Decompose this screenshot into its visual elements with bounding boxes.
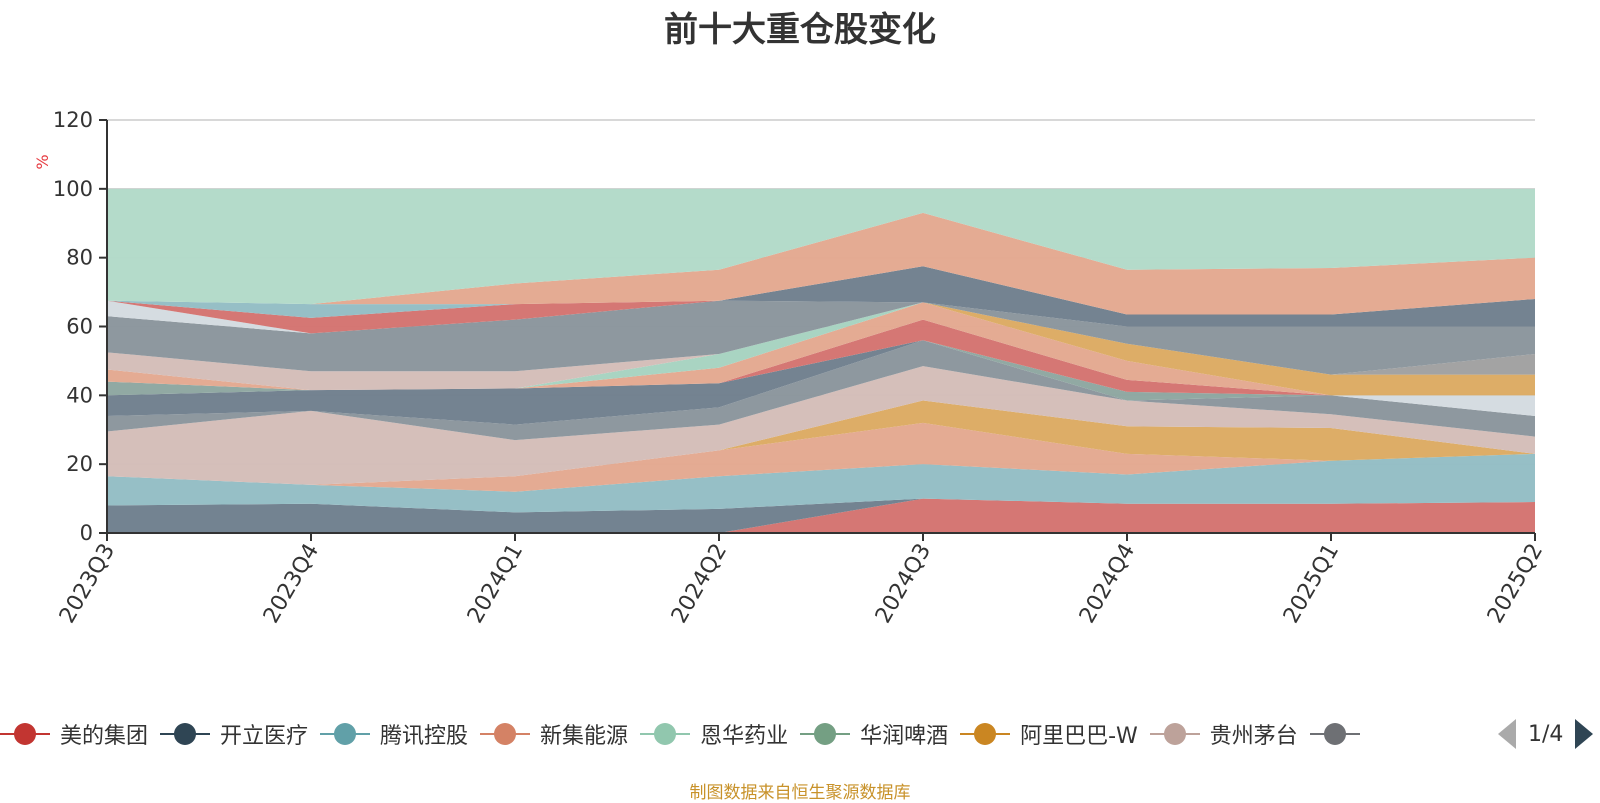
legend-item-1[interactable]: 开立医疗 [160, 718, 308, 750]
area-band-11 [107, 319, 1535, 396]
stacked-areas [107, 188, 1535, 533]
area-band-23 [107, 212, 1535, 315]
legend-label: 新集能源 [540, 724, 629, 749]
y-tick-label-5: 100 [53, 177, 93, 201]
legend-marker-icon [1149, 721, 1200, 747]
legend-label: 恩华药业 [700, 724, 789, 749]
x-tick-label-6: 2025Q1 [1279, 540, 1344, 628]
area-band-18 [107, 300, 1535, 375]
legend[interactable]: 美的集团 开立医疗 腾讯控股 新集能源 恩华药业 华润啤酒 阿里巴巴-W 贵州茅台 [0, 714, 1480, 754]
legend-pager[interactable]: 1/4 [1498, 718, 1598, 750]
y-tick-label-1: 20 [66, 452, 93, 476]
legend-item-6[interactable]: 阿里巴巴-W [960, 718, 1138, 750]
area-band-4 [107, 400, 1535, 485]
area-band-17 [107, 302, 1535, 391]
x-tick-label-4: 2024Q3 [871, 540, 936, 628]
legend-marker-icon [1309, 721, 1360, 747]
x-tick-label-5: 2024Q4 [1075, 540, 1140, 628]
legend-label: 开立医疗 [220, 724, 309, 749]
chart-title: 前十大重仓股变化 [664, 10, 936, 50]
legend-marker-icon [960, 721, 1011, 747]
area-band-22 [107, 266, 1535, 318]
legend-label: 腾讯控股 [380, 724, 469, 749]
area-band-12 [107, 302, 1535, 396]
area-band-3 [107, 422, 1535, 492]
legend-label: 华润啤酒 [860, 724, 949, 749]
legend-item-2[interactable]: 腾讯控股 [320, 718, 468, 750]
x-tick-label-7: 2025Q2 [1483, 540, 1548, 628]
legend-item-4[interactable]: 恩华药业 [640, 718, 788, 750]
legend-item-0[interactable]: 美的集团 [0, 718, 148, 750]
legend-label: 阿里巴巴-W [1020, 724, 1138, 749]
area-band-1 [107, 498, 1535, 533]
y-tick-label-2: 40 [66, 383, 93, 407]
area-band-2 [107, 453, 1535, 513]
x-tick-label-3: 2024Q2 [667, 540, 732, 628]
y-tick-label-4: 80 [66, 246, 93, 270]
area-band-5 [107, 366, 1535, 485]
area-band-14 [107, 302, 1535, 396]
legend-marker-icon [0, 721, 50, 747]
x-tick-label-0: 2023Q3 [55, 540, 120, 628]
area-band-7 [107, 340, 1535, 425]
legend-page-indicator: 1/4 [1528, 721, 1564, 747]
area-band-0 [107, 498, 1535, 533]
legend-marker-icon [800, 721, 851, 747]
area-band-20 [107, 266, 1535, 334]
legend-label: 贵州茅台 [1209, 724, 1298, 749]
legend-item-5[interactable]: 华润啤酒 [800, 718, 948, 750]
y-tick-label-6: 120 [53, 108, 93, 132]
area-band-21 [107, 266, 1535, 334]
legend-next-arrow-icon[interactable] [1575, 719, 1594, 749]
legend-marker-icon [160, 721, 211, 747]
legend-marker-icon [640, 721, 691, 747]
x-tick-label-2: 2024Q1 [463, 540, 528, 628]
y-axis-unit: % [33, 154, 52, 169]
legend-item-8[interactable] [1309, 721, 1360, 747]
y-tick-label-3: 60 [66, 315, 93, 339]
legend-marker-icon [480, 721, 531, 747]
legend-label: 美的集团 [60, 724, 149, 749]
area-band-6 [107, 340, 1535, 441]
y-tick-label-0: 0 [80, 521, 93, 545]
legend-item-7[interactable]: 贵州茅台 [1149, 718, 1298, 750]
legend-marker-icon [320, 721, 371, 747]
source-note: 制图数据来自恒生聚源数据库 [689, 783, 911, 803]
legend-item-3[interactable]: 新集能源 [480, 718, 628, 750]
legend-prev-arrow-icon[interactable] [1498, 719, 1516, 749]
x-tick-label-1: 2023Q4 [259, 540, 324, 628]
area-band-24 [107, 188, 1535, 305]
area-chart: 0 20 40 60 80 100 120 2023Q3 2023Q4 2024Q1 2024Q2 2… [33, 108, 1548, 628]
